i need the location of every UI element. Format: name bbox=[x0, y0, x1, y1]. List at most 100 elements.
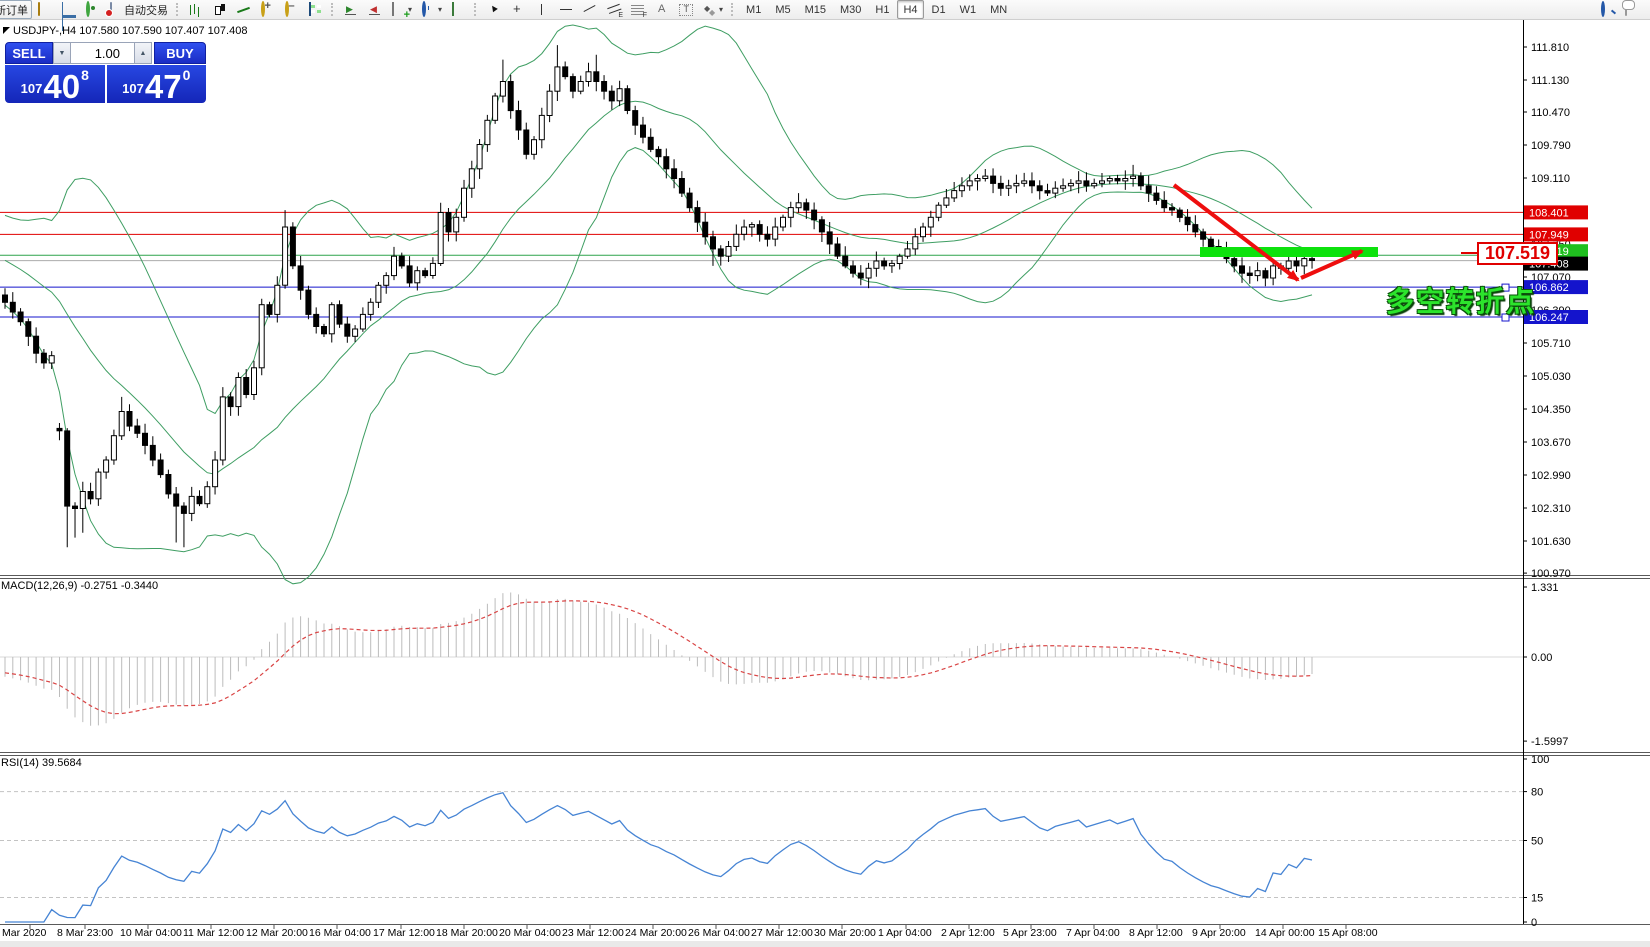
svg-text:18 Mar 20:00: 18 Mar 20:00 bbox=[436, 927, 498, 939]
svg-text:24 Mar 20:00: 24 Mar 20:00 bbox=[625, 927, 687, 939]
crosshair-icon[interactable] bbox=[507, 0, 529, 19]
chart-shift-icon[interactable] bbox=[364, 0, 386, 19]
timeframe-h4[interactable]: H4 bbox=[897, 0, 924, 19]
svg-text:109.790: 109.790 bbox=[1531, 140, 1571, 152]
svg-text:110.470: 110.470 bbox=[1531, 107, 1570, 119]
svg-text:109.110: 109.110 bbox=[1531, 173, 1570, 185]
svg-text:100.970: 100.970 bbox=[1531, 568, 1571, 580]
arrows-icon[interactable]: ▾ bbox=[699, 0, 727, 19]
bar-chart-icon[interactable] bbox=[185, 0, 207, 19]
toolbar-grip bbox=[731, 3, 735, 16]
svg-text:111.810: 111.810 bbox=[1531, 42, 1569, 54]
chart-title: USDJPY-,H4 107.580 107.590 107.407 107.4… bbox=[13, 25, 248, 37]
one-click-trading-panel: SELL ▼ 1.00 ▲ BUY 107 40 8 107 47 0 bbox=[5, 42, 206, 103]
svg-text:16 Mar 04:00: 16 Mar 04:00 bbox=[309, 927, 371, 939]
sell-price[interactable]: 107 40 8 bbox=[5, 65, 105, 103]
toolbar-grip bbox=[176, 3, 180, 16]
tile-windows-icon[interactable] bbox=[305, 0, 327, 19]
svg-text:105.030: 105.030 bbox=[1531, 371, 1571, 383]
svg-text:102.990: 102.990 bbox=[1531, 470, 1571, 482]
svg-text:-1.5997: -1.5997 bbox=[1531, 736, 1568, 748]
volume-increase-button[interactable]: ▲ bbox=[134, 42, 152, 64]
auto-scroll-icon[interactable] bbox=[340, 0, 362, 19]
svg-text:Mar 2020: Mar 2020 bbox=[2, 927, 47, 939]
vertical-line-icon[interactable] bbox=[531, 0, 553, 19]
autotrade-button[interactable]: 自动交易 bbox=[106, 0, 172, 19]
svg-text:27 Mar 12:00: 27 Mar 12:00 bbox=[751, 927, 813, 939]
svg-text:10 Mar 04:00: 10 Mar 04:00 bbox=[120, 927, 182, 939]
new-order-button[interactable]: 新订单 bbox=[0, 0, 32, 19]
volume-decrease-button[interactable]: ▼ bbox=[53, 42, 71, 64]
buy-price-pips: 47 bbox=[144, 68, 182, 105]
text-icon[interactable] bbox=[651, 0, 673, 19]
timeframe-d1[interactable]: D1 bbox=[931, 3, 946, 16]
svg-text:26 Mar 04:00: 26 Mar 04:00 bbox=[688, 927, 750, 939]
cursor-icon[interactable] bbox=[483, 0, 505, 19]
signal-icon[interactable] bbox=[82, 0, 104, 19]
trendline-icon[interactable] bbox=[579, 0, 601, 19]
svg-text:9 Apr 20:00: 9 Apr 20:00 bbox=[1192, 927, 1246, 939]
buy-price-figure: 107 bbox=[122, 81, 144, 96]
horizontal-line-icon[interactable] bbox=[555, 0, 577, 19]
svg-text:2 Apr 12:00: 2 Apr 12:00 bbox=[941, 927, 995, 939]
sell-price-point: 8 bbox=[81, 67, 89, 83]
svg-text:106.862: 106.862 bbox=[1529, 282, 1569, 294]
svg-text:11 Mar 12:00: 11 Mar 12:00 bbox=[183, 927, 244, 939]
svg-text:111.130: 111.130 bbox=[1531, 75, 1569, 87]
timeframe-m1[interactable]: M1 bbox=[746, 3, 762, 16]
buy-price[interactable]: 107 47 0 bbox=[106, 65, 206, 105]
zoom-in-icon[interactable] bbox=[257, 0, 279, 19]
timeframe-w1[interactable]: W1 bbox=[959, 3, 977, 16]
svg-text:15 Apr 08:00: 15 Apr 08:00 bbox=[1318, 927, 1378, 939]
svg-text:15: 15 bbox=[1531, 893, 1543, 905]
timeframe-h1[interactable]: H1 bbox=[875, 3, 890, 16]
svg-text:105.710: 105.710 bbox=[1531, 338, 1571, 350]
equidistant-channel-icon[interactable] bbox=[603, 0, 625, 19]
price-level-callout[interactable]: 107.519 bbox=[1477, 242, 1558, 265]
market-watch-icon[interactable] bbox=[58, 0, 80, 31]
svg-text:5 Apr 23:00: 5 Apr 23:00 bbox=[1003, 927, 1057, 939]
buy-button[interactable]: BUY bbox=[154, 42, 206, 64]
rsi-indicator-label: RSI(14) 39.5684 bbox=[1, 757, 82, 769]
templates-button[interactable] bbox=[448, 0, 470, 19]
periods-button[interactable]: ▾ bbox=[418, 0, 446, 19]
timeframe-m5[interactable]: M5 bbox=[775, 3, 791, 16]
svg-text:17 Mar 12:00: 17 Mar 12:00 bbox=[373, 927, 435, 939]
svg-text:20 Mar 04:00: 20 Mar 04:00 bbox=[499, 927, 561, 939]
svg-text:8 Apr 12:00: 8 Apr 12:00 bbox=[1129, 927, 1183, 939]
svg-text:1.331: 1.331 bbox=[1531, 582, 1559, 594]
svg-text:7 Apr 04:00: 7 Apr 04:00 bbox=[1066, 927, 1120, 939]
chat-icon[interactable] bbox=[1621, 0, 1643, 19]
line-chart-icon[interactable] bbox=[233, 0, 255, 19]
svg-text:100: 100 bbox=[1531, 754, 1549, 766]
svg-text:106.247: 106.247 bbox=[1529, 312, 1569, 324]
timeframe-mn[interactable]: MN bbox=[990, 3, 1008, 16]
svg-text:101.630: 101.630 bbox=[1531, 536, 1571, 548]
zoom-out-icon[interactable] bbox=[281, 0, 303, 19]
sell-button[interactable]: SELL bbox=[5, 42, 53, 64]
volume-input[interactable]: 1.00 bbox=[71, 42, 134, 64]
fibonacci-icon[interactable] bbox=[627, 0, 649, 19]
gold-bar-icon[interactable] bbox=[34, 0, 56, 19]
text-label-icon[interactable] bbox=[675, 0, 697, 19]
svg-text:12 Mar 20:00: 12 Mar 20:00 bbox=[246, 927, 308, 939]
search-icon[interactable] bbox=[1597, 0, 1619, 19]
svg-text:108.401: 108.401 bbox=[1529, 207, 1569, 219]
new-chart-button[interactable]: ▾ bbox=[388, 0, 416, 19]
svg-text:30 Mar 20:00: 30 Mar 20:00 bbox=[814, 927, 876, 939]
chart-corner-icon bbox=[3, 27, 10, 34]
svg-text:14 Apr 00:00: 14 Apr 00:00 bbox=[1255, 927, 1315, 939]
sell-price-figure: 107 bbox=[20, 81, 43, 96]
timeframe-m15[interactable]: M15 bbox=[804, 3, 827, 16]
toolbar-grip bbox=[474, 3, 478, 16]
svg-text:50: 50 bbox=[1531, 836, 1543, 848]
turning-point-annotation[interactable]: 多空转折点 bbox=[1386, 286, 1537, 317]
svg-text:103.670: 103.670 bbox=[1531, 437, 1571, 449]
candlestick-chart-icon[interactable] bbox=[209, 0, 231, 19]
toolbar: 新订单 自动交易 ▾ ▾ ▾ M1 M5 M15 M30 H1 H4 D1 W1 MN bbox=[0, 0, 1650, 31]
svg-text:1 Apr 04:00: 1 Apr 04:00 bbox=[878, 927, 932, 939]
timeframe-m30[interactable]: M30 bbox=[840, 3, 862, 16]
svg-text:0.00: 0.00 bbox=[1531, 652, 1552, 664]
